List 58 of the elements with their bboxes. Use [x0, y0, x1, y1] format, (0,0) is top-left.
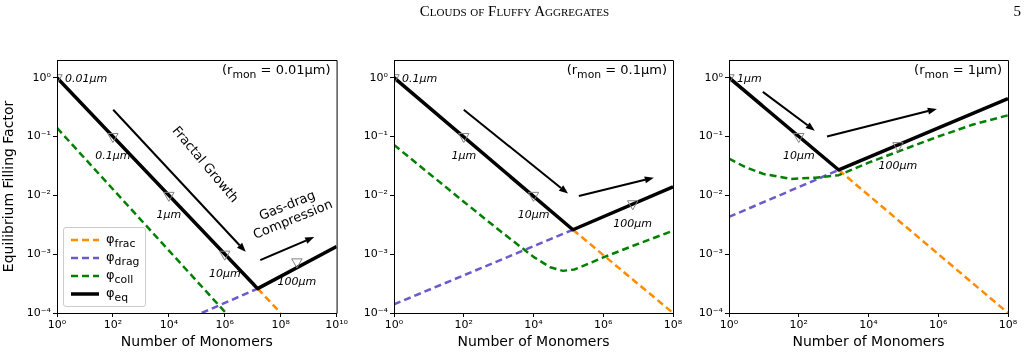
- y-tick-label: 10⁻¹: [26, 129, 51, 143]
- y-tick-label: 10⁻³: [363, 247, 388, 261]
- annotation: 1μm: [451, 149, 477, 163]
- y-tick-label: 10⁻²: [363, 188, 388, 202]
- x-tick-label: 10⁶: [215, 318, 235, 332]
- text: Clouds of Fluffy Aggregates: [419, 3, 610, 19]
- x-tick-label: 10⁰: [47, 318, 67, 332]
- x-tick-label: 10⁰: [719, 318, 739, 332]
- x-tick-label: 10⁸: [998, 318, 1018, 332]
- y-tick-label: 10⁰: [369, 70, 389, 84]
- y-tick-label: 10⁰: [32, 70, 52, 84]
- text: 5: [1013, 3, 1021, 20]
- x-tick-label: 10⁴: [524, 318, 544, 332]
- x-tick-label: 10¹⁰: [325, 318, 349, 332]
- y-tick-label: 10⁰: [704, 70, 724, 84]
- y-tick-label: 10⁻⁴: [698, 305, 724, 319]
- x-axis-title: Number of Monomers: [457, 333, 610, 350]
- annotation: 10μm: [208, 267, 241, 281]
- y-tick-label: 10⁻⁴: [26, 305, 52, 319]
- annotation: 10μm: [782, 149, 815, 163]
- x-tick-label: 10⁴: [159, 318, 179, 332]
- x-axis-title: Number of Monomers: [120, 333, 273, 350]
- annotation: 1μm: [737, 71, 762, 85]
- point: [219, 250, 231, 261]
- annotation: 0.01μm: [65, 71, 108, 85]
- legend-label: φ$_{coll}$: [106, 266, 134, 286]
- y-tick-label: 10⁻¹: [363, 129, 388, 143]
- x-tick-label: 10⁶: [594, 318, 614, 332]
- y-tick-label: 10⁻¹: [698, 129, 723, 143]
- y-tick-label: 10⁻³: [698, 247, 723, 261]
- annotation: 100μm: [277, 274, 317, 288]
- y-tick-label: 10⁻²: [698, 188, 723, 202]
- annotation: 0.1μm: [402, 71, 438, 85]
- x-tick-label: 10⁴: [859, 318, 879, 332]
- x-tick-label: 10²: [103, 318, 123, 332]
- annotation: 1μm: [156, 208, 182, 222]
- point: [163, 191, 175, 202]
- legend-label: φ$_{drag}$: [106, 248, 140, 268]
- x-tick-label: 10²: [454, 318, 473, 332]
- annotation: 100μm: [878, 158, 918, 172]
- chart-title: (r$_{mon}$ = 0.01μm): [222, 62, 331, 81]
- chart-title: (r$_{mon}$ = 1μm): [914, 62, 1002, 81]
- x-axis-title: Number of Monomers: [792, 333, 945, 350]
- x-tick-label: 10²: [789, 318, 808, 332]
- chart-title: (r$_{mon}$ = 0.1μm): [566, 62, 667, 81]
- legend-label: φ$_{eq}$: [106, 284, 129, 304]
- y-tick-label: 10⁻³: [26, 247, 51, 261]
- point: [107, 133, 119, 144]
- y-axis-title: Equilibrium Filling Factor: [0, 100, 17, 273]
- x-tick-label: 10⁰: [384, 318, 404, 332]
- legend-label: φ$_{frac}$: [106, 230, 136, 250]
- y-tick-label: 10⁻⁴: [363, 305, 389, 319]
- x-tick-label: 10⁸: [663, 318, 683, 332]
- x-tick-label: 10⁶: [929, 318, 949, 332]
- annotation: 10μm: [517, 208, 550, 222]
- y-tick-label: 10⁻²: [26, 188, 51, 202]
- x-tick-label: 10⁸: [271, 318, 291, 332]
- annotation: 100μm: [613, 216, 653, 230]
